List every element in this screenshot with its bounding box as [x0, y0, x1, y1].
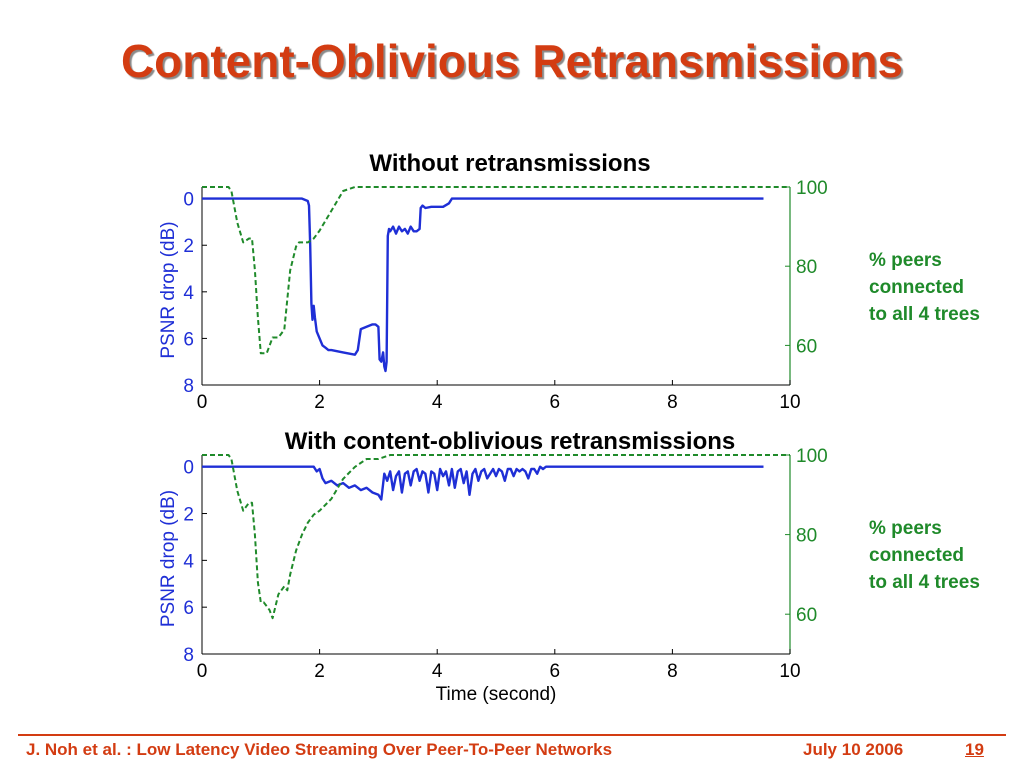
bottom-x-tick-label-1: 2 [314, 661, 325, 682]
footer-date: July 10 2006 [803, 740, 904, 759]
top-y2-tick-label-1: 80 [796, 257, 817, 278]
bottom-y-tick-label-4: 8 [183, 645, 194, 666]
bottom-right-axis-label-line-2: connected [869, 545, 965, 566]
bottom-x-tick-label-3: 6 [550, 661, 561, 682]
top-x-tick-label-3: 6 [550, 392, 561, 413]
bottom-peers-connected-line [202, 454, 790, 620]
top-psnr-drop-line [202, 197, 764, 373]
top-y-tick-label-0: 0 [183, 190, 194, 211]
top-right-axis-label-line-3: to all 4 trees [869, 304, 980, 325]
bottom-right-axis-label: % peers connected to all 4 trees [869, 515, 1019, 596]
top-x-tick-label-1: 2 [314, 392, 325, 413]
top-x-tick-label-5: 10 [779, 392, 800, 413]
bottom-chart-title: With content-oblivious retransmissions [284, 428, 736, 455]
bottom-x-tick-label-5: 10 [779, 661, 800, 682]
bottom-x-axis-label: Time (second) [436, 684, 557, 705]
top-y-axis-label: PSNR drop (dB) [158, 221, 179, 358]
top-x-tick-label-2: 4 [432, 392, 443, 413]
bottom-y-tick-label-1: 2 [183, 505, 194, 526]
bottom-y2-tick-label-0: 60 [796, 605, 817, 626]
bottom-psnr-drop-line [202, 465, 764, 501]
page-number: 19 [965, 740, 984, 759]
bottom-right-axis-label-line-3: to all 4 trees [869, 572, 980, 593]
bottom-y-tick-label-2: 4 [183, 551, 194, 572]
top-right-axis-label-line-2: connected [869, 277, 965, 298]
top-right-axis-label: % peers connected to all 4 trees [869, 247, 1019, 328]
top-peers-connected-line [202, 186, 790, 355]
top-y-tick-label-2: 4 [183, 283, 194, 304]
bottom-y2-tick-label-1: 80 [796, 526, 817, 547]
top-y2-tick-label-2: 100 [796, 178, 828, 199]
top-chart-title: Without retransmissions [369, 150, 651, 177]
footer-divider [18, 734, 1006, 736]
bottom-x-tick-label-4: 8 [667, 661, 678, 682]
bottom-right-axis-label-line-1: % peers [869, 518, 942, 539]
slide-title: Content-Oblivious Retransmissions [120, 35, 904, 87]
bottom-y-tick-label-3: 6 [183, 598, 194, 619]
bottom-x-tick-label-0: 0 [197, 661, 208, 682]
bottom-y-tick-label-0: 0 [183, 458, 194, 479]
top-y-tick-label-3: 6 [183, 329, 194, 350]
top-right-axis-label-line-1: % peers [869, 250, 942, 271]
bottom-x-tick-label-2: 4 [432, 661, 443, 682]
bottom-y-axis-label: PSNR drop (dB) [158, 490, 179, 627]
bottom-y2-tick-label-2: 100 [796, 446, 828, 467]
top-y-tick-label-1: 2 [183, 236, 194, 257]
top-y2-tick-label-0: 60 [796, 336, 817, 357]
top-x-tick-label-4: 8 [667, 392, 678, 413]
footer-citation: J. Noh et al. : Low Latency Video Stream… [26, 740, 613, 759]
top-y-tick-label-4: 8 [183, 376, 194, 397]
top-x-tick-label-0: 0 [197, 392, 208, 413]
